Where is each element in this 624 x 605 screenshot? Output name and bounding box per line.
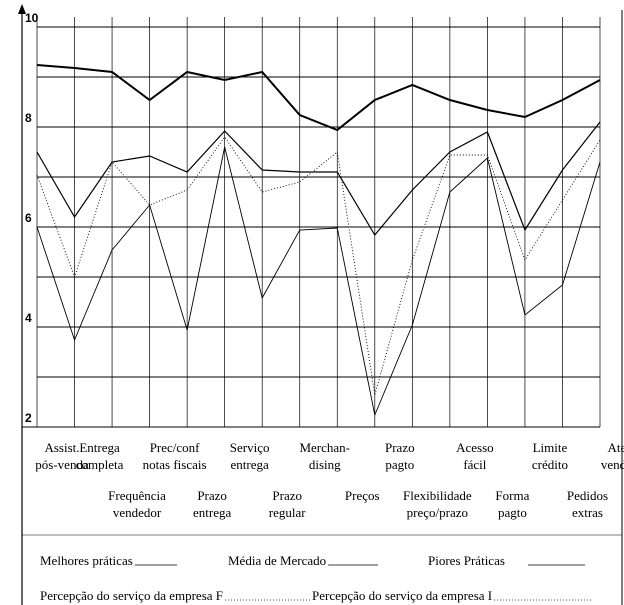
x-tick-label: Flexibilidade preço/prazo xyxy=(403,488,472,520)
x-tick-label: Entrega completa xyxy=(76,440,124,472)
axis-arrow xyxy=(18,4,26,14)
legend-label: Melhores práticas xyxy=(40,553,133,568)
x-tick-label: Preços xyxy=(345,488,380,503)
y-tick-label: 4 xyxy=(25,311,32,325)
x-tick-label: Forma pagto xyxy=(495,488,529,520)
x-tick-label: Frequência vendedor xyxy=(108,488,166,520)
x-tick-label: Pedidos extras xyxy=(567,488,608,520)
series-line xyxy=(36,136,601,396)
legend-label: Média de Mercado xyxy=(228,553,326,568)
y-tick-label: 8 xyxy=(25,111,32,125)
series-line xyxy=(36,64,601,132)
x-tick-label: Prazo pagto xyxy=(385,440,415,472)
x-tick-label: Prazo regular xyxy=(269,488,306,520)
legend-label: Percepção do serviço da empresa F xyxy=(40,588,223,603)
x-tick-label: Assist. pós-venda xyxy=(35,440,89,472)
series-line xyxy=(36,121,601,237)
x-tick-label: Atend.vendedor xyxy=(601,440,624,472)
x-tick-label: Prec/conf notas fiscais xyxy=(143,440,207,472)
x-tick-label: Serviço entrega xyxy=(230,440,270,472)
x-tick-label: Limite crédito xyxy=(532,440,568,472)
x-tick-label: Acesso fácil xyxy=(456,440,494,472)
y-tick-label: 10 xyxy=(25,11,39,25)
legend-label: Percepção do serviço da empresa I xyxy=(312,588,492,603)
series-line xyxy=(36,146,601,417)
y-tick-label: 6 xyxy=(25,211,32,225)
legend-label: Piores Práticas xyxy=(428,553,505,568)
y-tick-label: 2 xyxy=(25,411,32,425)
x-tick-label: Prazo entrega xyxy=(193,488,231,520)
x-tick-label: Merchan-dising xyxy=(299,440,350,472)
